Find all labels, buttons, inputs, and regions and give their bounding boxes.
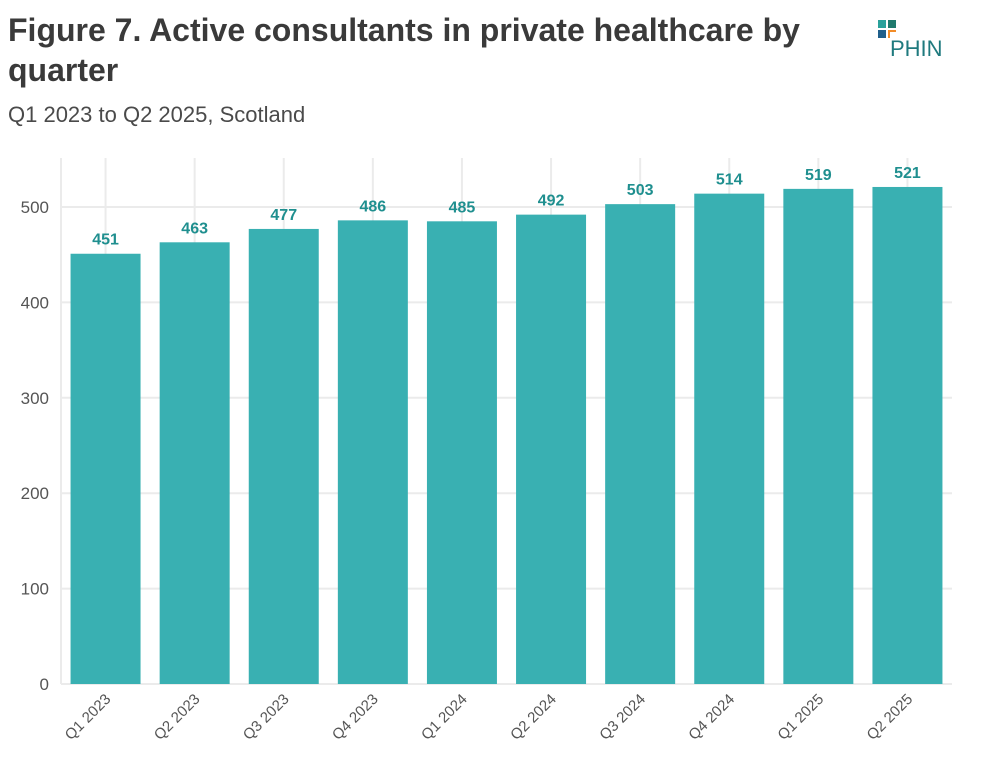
bar xyxy=(70,253,141,684)
bar xyxy=(783,188,854,684)
x-tick-label: Q1 2025 xyxy=(774,691,827,744)
data-label: 485 xyxy=(449,199,476,216)
data-label: 514 xyxy=(716,172,743,189)
bar xyxy=(337,220,408,684)
phin-logo: PHIN xyxy=(878,20,943,60)
x-tick-label: Q3 2023 xyxy=(240,691,293,744)
chart-title: Figure 7. Active consultants in private … xyxy=(8,12,800,88)
bar xyxy=(516,214,587,684)
x-tick-label: Q2 2023 xyxy=(151,691,204,744)
x-tick-label: Q4 2024 xyxy=(685,691,738,744)
svg-text:PHIN: PHIN xyxy=(890,36,943,60)
bar xyxy=(159,242,230,684)
bar xyxy=(248,228,319,684)
data-label: 451 xyxy=(92,232,119,249)
bar xyxy=(694,193,765,685)
y-tick-label: 0 xyxy=(40,675,49,694)
data-label: 486 xyxy=(359,198,386,215)
x-tick-label: Q4 2023 xyxy=(329,691,382,744)
bar xyxy=(426,221,497,684)
data-label: 492 xyxy=(538,193,565,210)
chart-subtitle: Q1 2023 to Q2 2025, Scotland xyxy=(8,102,306,127)
x-tick-label: Q1 2024 xyxy=(418,691,471,744)
y-tick-label: 500 xyxy=(21,198,49,217)
bar xyxy=(872,186,943,684)
y-tick-label: 400 xyxy=(21,293,49,312)
x-tick-label: Q2 2025 xyxy=(864,691,917,744)
bar xyxy=(605,204,676,684)
y-tick-label: 300 xyxy=(21,389,49,408)
y-tick-label: 100 xyxy=(21,580,49,599)
x-tick-label: Q2 2024 xyxy=(507,691,560,744)
y-tick-label: 200 xyxy=(21,484,49,503)
data-label: 519 xyxy=(805,167,832,184)
data-label: 503 xyxy=(627,182,654,199)
x-tick-label: Q1 2023 xyxy=(62,691,115,744)
x-tick-label: Q3 2024 xyxy=(596,691,649,744)
data-label: 521 xyxy=(894,165,921,182)
data-label: 463 xyxy=(181,220,208,237)
data-label: 477 xyxy=(270,207,297,224)
